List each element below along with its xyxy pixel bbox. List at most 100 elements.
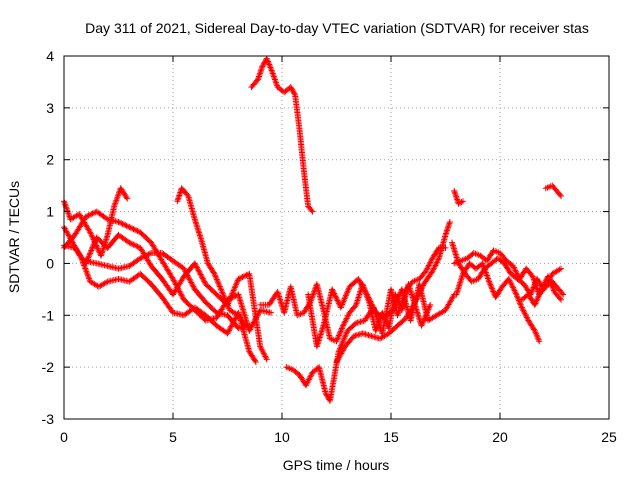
data-point <box>546 276 553 283</box>
data-point <box>144 252 151 259</box>
data-point <box>531 327 538 334</box>
data-point <box>116 219 123 226</box>
data-point <box>85 274 92 281</box>
series-sat-f <box>174 185 248 329</box>
data-point <box>395 295 402 302</box>
data-point <box>556 266 563 273</box>
data-point <box>197 271 204 278</box>
data-point <box>265 60 272 67</box>
data-point <box>131 226 138 233</box>
data-point <box>435 256 442 263</box>
data-point <box>125 223 132 230</box>
data-point <box>238 274 245 281</box>
data-point <box>341 333 348 340</box>
series-sat-n <box>451 247 567 298</box>
data-point <box>340 322 347 329</box>
data-point <box>433 261 440 268</box>
data-point <box>191 260 198 267</box>
data-point <box>180 265 187 272</box>
data-point <box>340 338 347 345</box>
data-point <box>267 64 274 71</box>
data-point <box>512 288 519 295</box>
data-point <box>259 63 266 70</box>
axis-ticks: 0 5 10 15 20 25 -3 -2 -1 0 1 2 3 4 <box>42 48 617 445</box>
data-point <box>538 286 545 293</box>
data-point <box>533 297 540 304</box>
data-point <box>184 272 191 279</box>
data-point <box>246 327 253 334</box>
data-point <box>369 302 376 309</box>
data-point <box>85 212 92 219</box>
data-point <box>222 298 229 305</box>
data-point <box>103 215 110 222</box>
data-point <box>214 277 221 284</box>
data-point <box>263 55 270 62</box>
data-point <box>181 266 188 273</box>
data-point <box>133 242 140 249</box>
data-point <box>424 265 431 272</box>
data-point <box>192 261 199 268</box>
data-point <box>541 280 548 287</box>
plot-frame <box>63 55 610 420</box>
data-point <box>232 281 239 288</box>
data-point <box>547 280 554 287</box>
data-point <box>218 287 225 294</box>
data-point <box>392 301 399 308</box>
data-point <box>335 332 342 339</box>
data-point <box>140 253 147 260</box>
data-point <box>126 239 133 246</box>
series-sat-p <box>518 273 565 308</box>
data-point <box>329 287 336 294</box>
data-point <box>364 292 371 299</box>
data-point <box>337 344 344 351</box>
data-point <box>486 278 493 285</box>
data-point <box>345 286 352 293</box>
y-tick-label: -1 <box>42 307 55 323</box>
data-point <box>532 329 539 336</box>
data-point <box>241 321 248 328</box>
data-point <box>393 298 400 305</box>
data-point <box>536 338 543 345</box>
data-point <box>510 264 517 271</box>
data-point <box>93 242 100 249</box>
data-point <box>549 283 556 290</box>
data-point <box>512 290 519 297</box>
data-point <box>226 326 233 333</box>
data-point <box>266 63 273 70</box>
data-point <box>88 246 95 253</box>
data-point <box>260 350 267 357</box>
x-tick-label: 0 <box>60 429 68 445</box>
data-point <box>430 265 437 272</box>
data-point <box>263 354 270 361</box>
data-point <box>490 288 497 295</box>
data-point <box>366 297 373 304</box>
data-point <box>511 287 518 294</box>
data-point <box>537 287 544 294</box>
data-point <box>419 319 426 326</box>
data-point <box>416 289 423 296</box>
data-point <box>189 282 196 289</box>
data-point <box>425 263 432 270</box>
data-point <box>340 336 347 343</box>
data-point <box>82 266 89 273</box>
y-tick-label: 4 <box>46 48 54 64</box>
data-point <box>266 61 273 68</box>
data-point <box>395 293 402 300</box>
data-point <box>141 253 148 260</box>
data-point <box>338 303 345 310</box>
series-sat-k <box>333 218 453 365</box>
data-point <box>531 301 538 308</box>
data-point <box>417 288 424 295</box>
data-point <box>88 247 95 254</box>
x-tick-label: 15 <box>383 429 399 445</box>
data-point <box>103 279 110 286</box>
data-point <box>429 268 436 275</box>
data-point <box>416 290 423 297</box>
data-point <box>415 292 422 299</box>
data-point <box>240 273 247 280</box>
data-point <box>213 276 220 283</box>
data-point <box>225 327 232 334</box>
data-point <box>419 283 426 290</box>
data-point <box>394 296 401 303</box>
